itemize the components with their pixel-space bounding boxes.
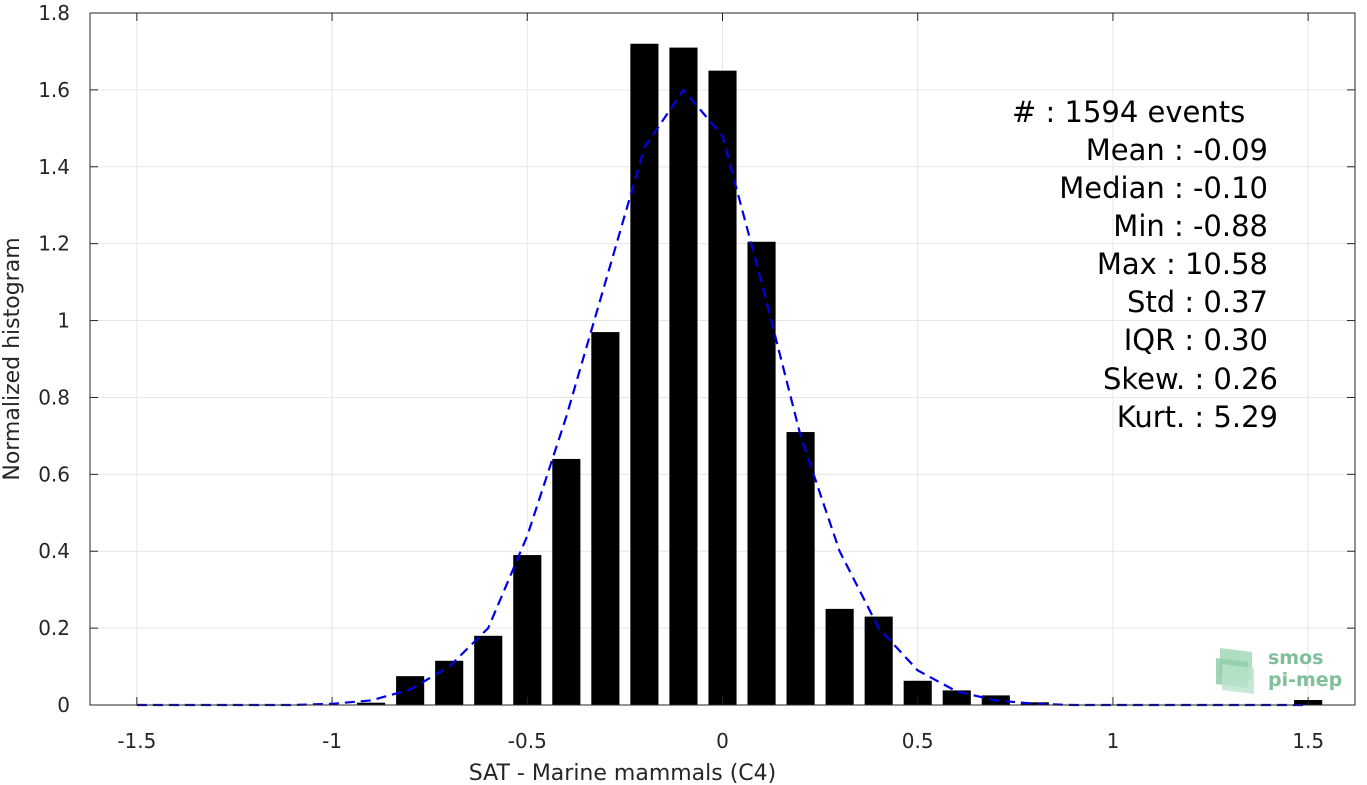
stat-median: Median : -0.10 [1059,171,1268,205]
histogram-bar [552,458,581,705]
stat-max: Max : 10.58 [1096,247,1268,281]
axis-ticks: -1.5 -1 -0.5 0 0.5 1 1.5 0 0.2 0.4 0.6 0.8 1 1.2 1.4 1.… [38,1,1355,753]
y-tick-label: 1.6 [38,78,70,102]
y-tick-label: 1.4 [38,155,70,179]
stat-mean: Mean : -0.09 [1085,133,1268,167]
x-tick-label: -1.5 [117,729,156,753]
histogram-bar [474,635,503,705]
histogram-bar [942,690,971,705]
histogram-bar [630,43,659,705]
x-tick-label: 0.5 [902,729,934,753]
y-axis-label: Normalized histogram [0,237,25,480]
histogram-bar [825,608,854,705]
stat-std: Std : 0.37 [1127,285,1268,319]
x-tick-label: 1.5 [1292,729,1324,753]
y-tick-label: 1 [57,309,70,333]
logo-layers-icon [1216,648,1254,694]
y-tick-label: 1.2 [38,232,70,256]
histogram-bars [357,43,1323,706]
histogram-bar [513,555,542,705]
stat-kurt: Kurt. : 5.29 [1116,400,1278,434]
x-tick-label: -1 [322,729,342,753]
histogram-bar [591,332,620,705]
y-tick-label: 1.8 [38,1,70,25]
y-tick-label: 0.4 [38,539,70,563]
histogram-bar [864,616,893,705]
histogram-bar [435,660,464,705]
x-tick-label: 0 [716,729,729,753]
stat-count: # : 1594 events [1012,95,1246,129]
y-tick-label: 0.2 [38,616,70,640]
histogram-bar [747,241,776,705]
y-tick-label: 0.8 [38,385,70,409]
x-axis-label: SAT - Marine mammals (C4) [469,761,777,785]
logo-text-pimep: pi-mep [1268,669,1343,691]
histogram-bar [786,432,815,705]
stat-min: Min : -0.88 [1113,209,1268,243]
histogram-bar [357,702,386,705]
histogram-bar [1020,702,1049,705]
y-tick-label: 0 [57,693,70,717]
logo-text-smos: smos [1268,647,1324,669]
stat-skew: Skew. : 0.26 [1102,362,1278,396]
x-tick-label: -0.5 [508,729,547,753]
smos-pi-mep-logo: smos pi-mep [1214,644,1354,696]
histogram-bar [669,47,698,706]
x-tick-label: 1 [1107,729,1120,753]
y-tick-label: 0.6 [38,462,70,486]
stat-iqr: IQR : 0.30 [1123,323,1268,357]
histogram-bar [708,70,737,705]
